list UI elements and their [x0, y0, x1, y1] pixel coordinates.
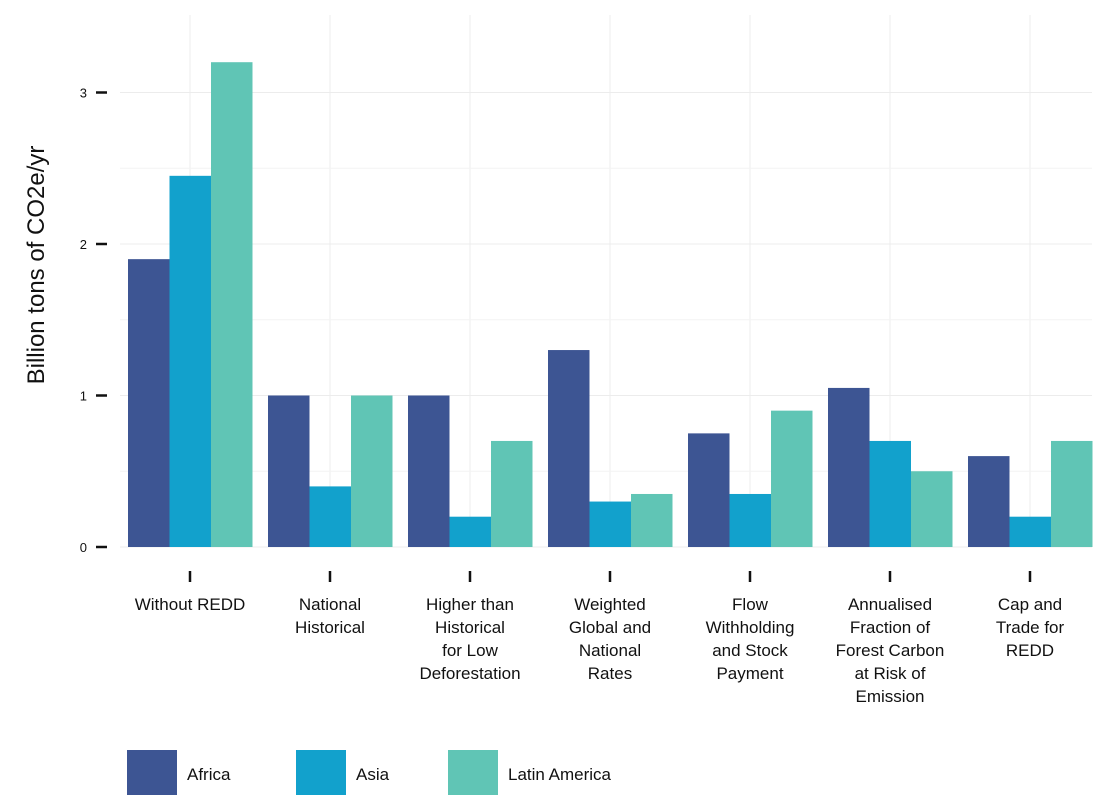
legend-swatch — [127, 750, 177, 796]
x-tick-label: Annualised — [848, 595, 932, 614]
x-tick-label: Emission — [856, 687, 925, 706]
x-tick-label: National — [299, 595, 361, 614]
bar — [128, 259, 170, 547]
y-tick-label: 2 — [80, 237, 87, 252]
x-tick-label: Cap and — [998, 595, 1062, 614]
x-tick-label: Flow — [732, 595, 769, 614]
legend-label: Latin America — [508, 765, 612, 784]
legend-label: Asia — [356, 765, 390, 784]
y-tick-label: 1 — [80, 389, 87, 404]
bar — [828, 387, 870, 547]
y-tick-label: 0 — [80, 540, 87, 555]
legend: Africa Asia Latin America — [127, 750, 612, 796]
x-tick-label: and Stock — [712, 641, 788, 660]
bar — [771, 410, 813, 547]
bar — [1009, 516, 1051, 547]
bar — [408, 395, 450, 547]
x-tick-label: at Risk of — [855, 664, 926, 683]
x-tick-label: Fraction of — [850, 618, 931, 637]
legend-label: Africa — [187, 765, 231, 784]
bar — [1051, 440, 1093, 547]
legend-swatch — [296, 750, 346, 796]
bar — [548, 350, 590, 547]
x-tick-label: Trade for — [996, 618, 1065, 637]
bar — [491, 440, 533, 547]
x-tick-label: Without REDD — [135, 595, 246, 614]
bar — [268, 395, 310, 547]
bar — [351, 395, 393, 547]
x-tick-label: Rates — [588, 664, 632, 683]
legend-swatch — [448, 750, 498, 796]
bar — [688, 433, 730, 547]
bar — [968, 456, 1010, 547]
bar — [729, 493, 771, 547]
x-tick-label: Global and — [569, 618, 651, 637]
x-tick-label: Historical — [435, 618, 505, 637]
x-tick-label: Deforestation — [419, 664, 520, 683]
y-axis-label: Billion tons of CO2e/yr — [23, 146, 50, 385]
bar — [169, 175, 211, 547]
x-tick-label: REDD — [1006, 641, 1054, 660]
x-tick-label: Withholding — [706, 618, 795, 637]
bar — [911, 471, 953, 547]
x-tick-label: Forest Carbon — [836, 641, 945, 660]
bar — [589, 501, 631, 547]
bar — [869, 440, 911, 547]
bars-layer — [128, 62, 1093, 547]
x-tick-label: Weighted — [574, 595, 646, 614]
grid-layer — [120, 15, 1092, 548]
y-tick-label: 3 — [80, 86, 87, 101]
y-axis: 0 1 2 3 — [80, 86, 107, 555]
bar — [449, 516, 491, 547]
x-tick-label: National — [579, 641, 641, 660]
bar — [211, 62, 253, 547]
x-tick-label: Historical — [295, 618, 365, 637]
x-axis: Without REDD National Historical Higher tha… — [135, 571, 1065, 706]
x-tick-label: Higher than — [426, 595, 514, 614]
x-tick-label: Payment — [716, 664, 783, 683]
bar — [631, 493, 673, 547]
bar — [309, 486, 351, 547]
x-tick-label: for Low — [442, 641, 498, 660]
